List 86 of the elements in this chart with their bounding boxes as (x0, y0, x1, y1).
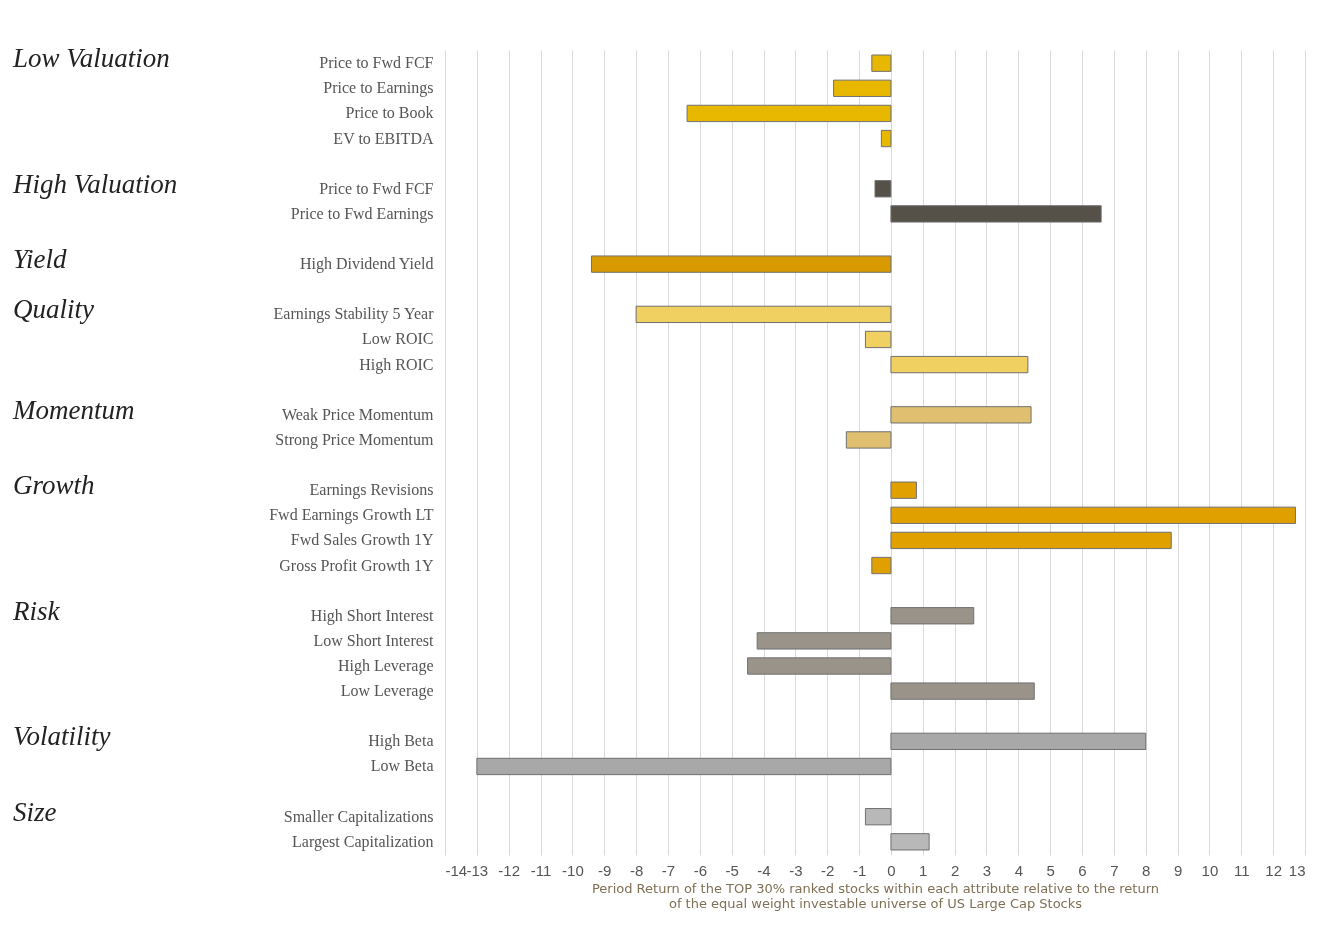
x-tick-label: -8 (629, 861, 644, 879)
bar (874, 180, 892, 198)
y-tick-label: Low ROIC (361, 330, 434, 348)
x-tick-label: 5 (1046, 861, 1055, 879)
bar (864, 808, 892, 826)
y-tick-label: Price to Earnings (323, 79, 434, 98)
bar (686, 104, 892, 123)
x-tick-label: -6 (693, 861, 707, 879)
y-tick-label: EV to EBITDA (333, 129, 434, 147)
bar (756, 632, 892, 650)
x-tick-label: -4 (757, 861, 771, 879)
x-tick-label: -11 (530, 861, 552, 879)
x-tick-label: -1 (852, 861, 867, 879)
bar (890, 531, 1172, 550)
bar (747, 657, 892, 675)
x-tick-label: 11 (1234, 861, 1250, 879)
bar (880, 129, 892, 148)
x-tick-label: 2 (950, 861, 960, 879)
y-tick-label: Smaller Capitalizations (283, 807, 434, 826)
bar (890, 205, 1102, 223)
y-tick-label: High Dividend Yield (299, 255, 434, 274)
x-tick-label: 3 (982, 861, 992, 879)
bar (871, 556, 892, 575)
bar (890, 406, 1032, 424)
y-tick-label: Price to Book (345, 104, 434, 122)
bar (871, 54, 892, 72)
bar (845, 431, 892, 449)
y-tick-label: Fwd Earnings Growth LT (269, 506, 434, 525)
text: Risk (12, 595, 61, 626)
text: High Valuation (12, 168, 178, 199)
text: Size (13, 796, 57, 827)
x-axis-title: Period Return of the TOP 30% ranked stocks within each attribute relative to the return of the equal weight investable universe of US Large Cap Stocks (591, 880, 1160, 911)
bar (864, 330, 892, 349)
bar (890, 833, 930, 851)
y-tick-label: Strong Price Momentum (275, 430, 435, 449)
y-tick-label: Largest Capitalization (292, 832, 434, 851)
x-tick-label: -10 (562, 861, 584, 879)
x-tick-label: 13 (1288, 861, 1306, 879)
bar (591, 255, 892, 273)
y-tick-label: Low Leverage (340, 682, 434, 701)
x-tick-label: -5 (725, 861, 739, 879)
y-tick-label: Low Beta (370, 757, 434, 775)
y-tick-label: Fwd Sales Growth 1Y (290, 531, 434, 549)
x-tick-label: 6 (1078, 861, 1087, 879)
y-tick-label: Earnings Stability 5 Year (273, 305, 435, 324)
x-tick-label: 9 (1173, 861, 1183, 879)
text: Volatility (13, 721, 111, 752)
y-tick-label: High ROIC (359, 355, 434, 374)
x-tick-label: 7 (1110, 861, 1119, 879)
x-tick-label: -2 (821, 861, 835, 879)
bar (890, 682, 1035, 700)
x-tick-label: 10 (1201, 861, 1219, 879)
bar (833, 79, 892, 97)
bar (635, 305, 892, 324)
bar (476, 757, 892, 776)
x-tick-label: 8 (1142, 861, 1151, 879)
x-tick-label: 4 (1014, 861, 1024, 879)
text: Yield (13, 244, 67, 275)
x-tick-label: -12 (498, 861, 521, 879)
bar (890, 481, 917, 499)
text: Quality (13, 294, 94, 325)
y-tick-label: Gross Profit Growth 1Y (279, 556, 434, 574)
y-tick-label: Price to Fwd Earnings (290, 204, 434, 223)
bar (890, 506, 1296, 524)
x-tick-label: -13 (466, 861, 489, 879)
x-tick-label: -7 (661, 861, 676, 879)
x-tick-label: 0 (887, 861, 896, 879)
x-tick-label: -9 (598, 861, 612, 879)
x-tick-label: 12 (1265, 861, 1282, 879)
x-tick-label: -14 (445, 861, 468, 879)
x-tick-label: 1 (919, 861, 928, 879)
y-tick-label: Low Short Interest (313, 631, 435, 649)
y-tick-label: High Beta (368, 732, 434, 751)
bar (890, 355, 1029, 374)
y-tick-label: Earnings Revisions (309, 481, 434, 500)
x-tick-label: -3 (789, 861, 803, 879)
text: Growth (13, 470, 95, 501)
y-tick-label: High Leverage (337, 656, 434, 675)
y-tick-label: High Short Interest (310, 606, 435, 625)
y-tick-label: Price to Fwd FCF (319, 179, 434, 197)
bar (890, 607, 975, 625)
y-tick-label: Price to Fwd FCF (319, 54, 434, 72)
text: Momentum (12, 394, 135, 425)
text: Low Valuation (12, 43, 170, 74)
y-tick-label: Weak Price Momentum (281, 405, 435, 423)
bar (890, 732, 1147, 751)
